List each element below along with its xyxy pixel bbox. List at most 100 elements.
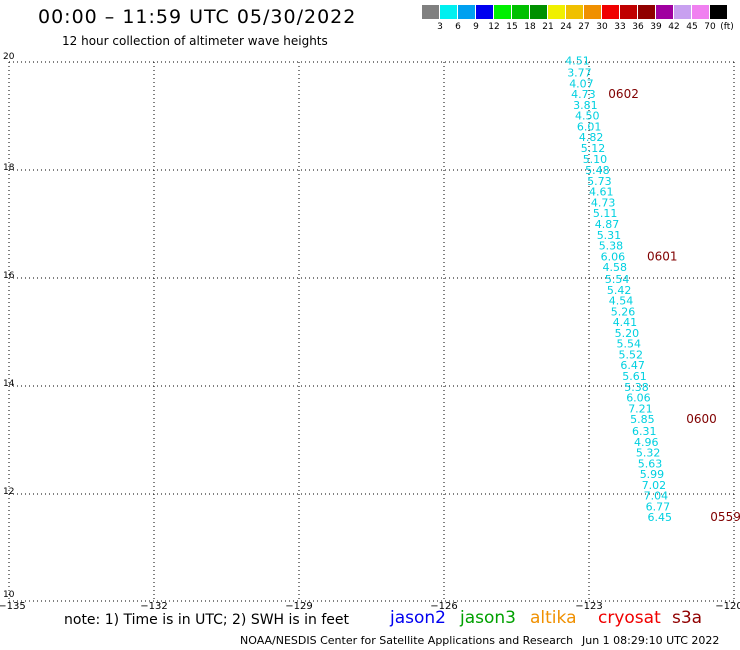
legend-swatch [458, 5, 475, 19]
wave-height-label: 4.41 [613, 316, 638, 329]
legend-swatch [710, 5, 727, 19]
legend-swatch [656, 5, 673, 19]
legend-tick: (ft) [720, 22, 734, 32]
legend-tick: 12 [488, 22, 500, 32]
units-note: note: 1) Time is in UTC; 2) SWH is in fe… [64, 612, 350, 628]
lon-label-120: −120 [715, 601, 740, 612]
legend-swatch [548, 5, 565, 19]
wave-height-label: 5.31 [597, 229, 622, 242]
wave-height-label: 6.45 [648, 511, 673, 524]
legend-swatch [674, 5, 691, 19]
legend-tick: 39 [650, 22, 662, 32]
wave-height-label: 4.61 [589, 186, 614, 199]
lat-label-12: 12 [3, 487, 15, 497]
lon-label-135: −135 [0, 601, 26, 612]
legend-tick: 24 [560, 22, 572, 32]
wave-height-label: 5.12 [581, 142, 606, 155]
wave-height-label: 5.26 [611, 305, 636, 318]
lon-label-126: −126 [430, 601, 458, 612]
wave-height-label: 6.06 [601, 250, 626, 263]
legend-swatch [602, 5, 619, 19]
lon-label-129: −129 [285, 601, 313, 612]
legend-tick: 33 [614, 22, 626, 32]
legend-tick: 42 [668, 22, 680, 32]
pass-time-label: 0601 [647, 249, 678, 263]
lat-label-18: 18 [3, 163, 15, 173]
legend-swatch [422, 5, 439, 19]
pass-time-label: 0602 [608, 87, 639, 101]
wave-height-label: 5.54 [605, 273, 630, 286]
wave-height-label: 3.77 [567, 67, 592, 80]
wave-height-label: 5.99 [640, 468, 665, 481]
lon-label-123: −123 [575, 601, 603, 612]
wave-height-label: 5.61 [622, 370, 647, 383]
wave-height-label: 4.73 [571, 88, 596, 101]
legend-tick: 30 [596, 22, 608, 32]
wave-height-label: 4.54 [609, 295, 634, 308]
wave-height-label: 5.63 [638, 457, 663, 470]
legend-swatch [440, 5, 457, 19]
legend-swatch [512, 5, 529, 19]
wave-height-label: 3.81 [573, 99, 598, 112]
wave-height-label: 7.04 [644, 490, 669, 503]
wave-height-label: 5.38 [599, 240, 624, 253]
wave-height-label: 5.54 [617, 338, 642, 351]
legend-tick: 9 [473, 22, 479, 32]
wave-height-label: 6.06 [626, 392, 651, 405]
legend-swatch [566, 5, 583, 19]
wave-height-label: 4.96 [634, 436, 659, 449]
wave-height-label: 4.82 [579, 131, 604, 144]
wave-height-label: 5.85 [630, 413, 655, 426]
legend-tick: 70 [704, 22, 716, 32]
legend-tick: 36 [632, 22, 644, 32]
map-subtitle: 12 hour collection of altimeter wave hei… [62, 34, 328, 48]
legend-tick: 6 [455, 22, 461, 32]
wave-height-label: 6.31 [632, 425, 657, 438]
wave-height-label: 6.47 [620, 359, 645, 372]
wave-height-label: 4.73 [591, 197, 616, 210]
wave-height-label: 5.52 [619, 349, 644, 362]
legend-swatch [638, 5, 655, 19]
footer-timestamp: Jun 1 08:29:10 UTC 2022 [582, 634, 720, 647]
wave-height-label: 5.20 [615, 327, 640, 340]
satellite-s3a: s3a [672, 608, 703, 628]
pass-time-label: 0559 [710, 510, 740, 524]
legend-swatch [620, 5, 637, 19]
satellite-cryosat: cryosat [598, 608, 661, 628]
legend-swatch [584, 5, 601, 19]
legend-tick: 18 [524, 22, 536, 32]
wave-height-label: 5.38 [624, 381, 649, 394]
legend-tick: 15 [506, 22, 518, 32]
wave-height-label: 5.32 [636, 447, 661, 460]
legend-tick: 3 [437, 22, 443, 32]
wave-height-label: 4.58 [603, 261, 628, 274]
satellite-jason2: jason2 [390, 608, 446, 628]
lat-label-20: 20 [3, 52, 15, 62]
wave-height-label: 4.07 [569, 77, 594, 90]
wave-height-label: 5.11 [593, 207, 618, 220]
legend-tick: 27 [578, 22, 590, 32]
map-title: 00:00 – 11:59 UTC 05/30/2022 [38, 6, 357, 28]
wave-height-label: 7.02 [642, 479, 667, 492]
legend-swatch [494, 5, 511, 19]
legend-swatch [692, 5, 709, 19]
footer-credit: NOAA/NESDIS Center for Satellite Applica… [240, 634, 574, 647]
lon-label-132: −132 [140, 601, 168, 612]
legend-swatch [530, 5, 547, 19]
wave-height-label: 6.77 [646, 500, 671, 513]
wave-height-label: 5.42 [607, 284, 632, 297]
lat-label-10: 10 [3, 590, 15, 600]
satellite-jason3: jason3 [460, 608, 516, 628]
legend-tick: 21 [542, 22, 554, 32]
wave-height-label: 7.21 [628, 402, 653, 415]
satellite-altika: altika [530, 608, 577, 628]
legend-tick: 45 [686, 22, 698, 32]
legend-swatch [476, 5, 493, 19]
wave-height-label: 4.87 [595, 218, 620, 231]
pass-time-label: 0600 [686, 412, 717, 426]
wave-height-label: 5.10 [583, 153, 608, 166]
wave-height-label: 4.51 [565, 55, 590, 68]
wave-height-label: 5.48 [585, 164, 610, 177]
lat-label-16: 16 [3, 271, 15, 281]
